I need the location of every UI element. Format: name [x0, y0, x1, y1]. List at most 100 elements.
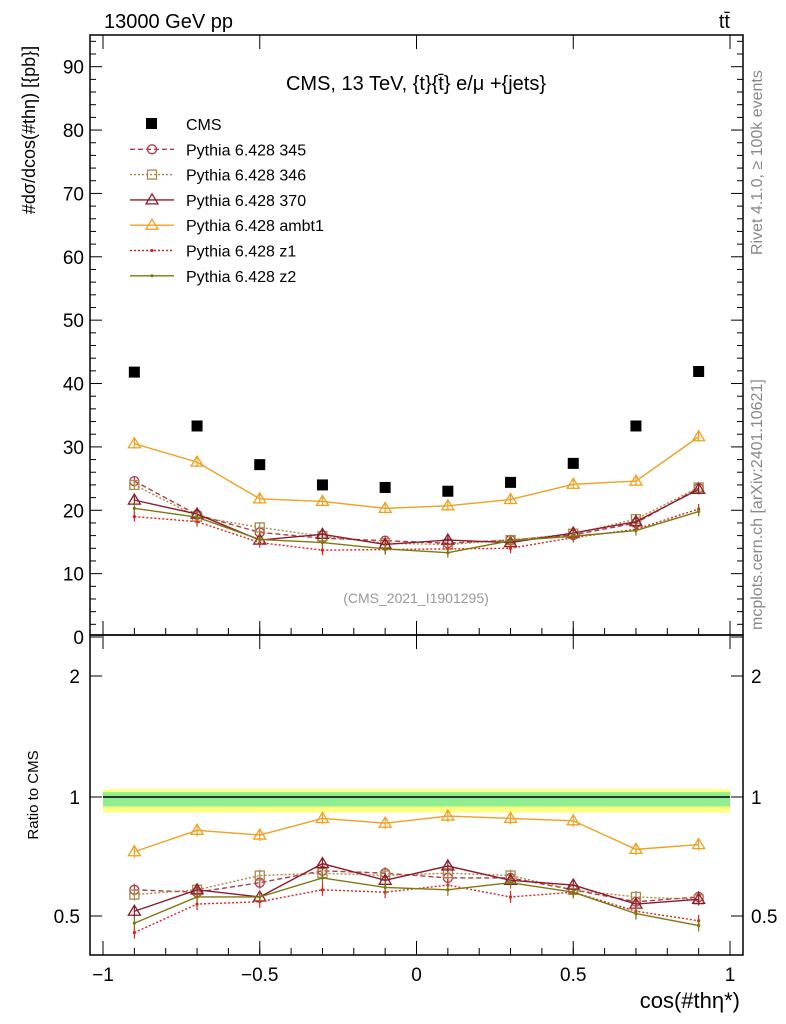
y-tick-label: 0 — [73, 628, 84, 649]
data-point — [191, 420, 203, 432]
ratio-line-2 — [134, 862, 699, 912]
legend-label-4: Pythia 6.428 z1 — [186, 244, 296, 261]
ratio-point — [628, 842, 644, 855]
ratio-line-0 — [134, 870, 699, 903]
y-axis-label: #dσ/dcos(#thη) [{pb}] — [19, 46, 39, 214]
ratio-tick-label-right: 2 — [751, 667, 762, 688]
ratio-line-1 — [134, 872, 699, 901]
series-point — [195, 515, 199, 519]
x-tick-label: 0 — [411, 965, 422, 986]
ratio-point — [127, 903, 142, 916]
ratio-point — [252, 827, 267, 840]
main-panel: 0 10 20 30 40 50 60 70 80 90 0.5 0.5 1 1 2 2 −1 −0.5 0 0.5 1… — [54, 34, 777, 986]
series-line-1 — [134, 484, 699, 546]
legend-label-cms: CMS — [186, 117, 222, 134]
y-tick-label: 20 — [63, 501, 84, 522]
y-tick-label: 80 — [63, 121, 84, 142]
x-tick-label: −1 — [92, 965, 114, 986]
ratio-y-label: Ratio to CMS — [25, 750, 42, 839]
series-line-2 — [134, 488, 699, 546]
ratio-frame — [89, 634, 744, 956]
y-tick-label: 50 — [63, 311, 84, 332]
series-point — [691, 482, 706, 495]
series-point — [129, 479, 140, 491]
ratio-point — [383, 885, 387, 890]
ratio-band — [103, 789, 730, 813]
data-point — [316, 479, 328, 491]
series-point — [566, 477, 581, 489]
side-label-top: Rivet 4.1.0, ≥ 100k events — [749, 70, 766, 255]
legend-marker-cms — [146, 118, 157, 129]
ratio-tick-label: 0.5 — [54, 907, 80, 928]
y-tick-label: 60 — [63, 248, 84, 269]
series-point — [254, 522, 265, 533]
chart-title: CMS, 13 TeV, {t}{t̄} e/μ +{jets} — [286, 73, 546, 95]
header-left: 13000 GeV pp — [104, 11, 233, 33]
data-point — [505, 476, 517, 488]
ratio-point — [189, 823, 205, 835]
series-point — [508, 539, 513, 543]
ratio-point — [315, 811, 330, 824]
legend-marker-5 — [150, 274, 154, 278]
ratio-tick-label-right: 1 — [751, 788, 762, 809]
legend: CMS Pythia 6.428 345 Pythia 6.428 346 Pythi… — [130, 117, 324, 286]
legend-marker-0 — [146, 144, 158, 155]
ratio-line-3 — [134, 815, 699, 853]
series-line-4 — [134, 508, 699, 551]
data-point — [442, 485, 454, 497]
legend-marker-2 — [144, 192, 160, 205]
series-layer — [127, 365, 706, 558]
series-point — [378, 501, 393, 514]
side-label-bottom: mcplots.cern.ch [arXiv:2401.10621] — [749, 379, 766, 630]
ratio-band-inner — [103, 792, 730, 807]
legend-marker-1 — [146, 169, 158, 180]
series-point — [189, 454, 205, 467]
ratio-point — [691, 892, 706, 904]
ratio-tick-label: 1 — [69, 788, 80, 809]
ratio-point — [697, 923, 701, 928]
legend-label-1: Pythia 6.428 346 — [186, 168, 306, 185]
series-point — [127, 436, 142, 449]
ratio-point — [195, 902, 199, 906]
data-point — [379, 481, 391, 493]
series-point — [440, 498, 455, 511]
ratio-point — [320, 888, 325, 892]
legend-marker-4 — [150, 248, 154, 253]
series-point — [503, 492, 518, 505]
ratio-point — [508, 895, 513, 899]
series-point — [320, 540, 325, 545]
series-point — [320, 548, 325, 552]
series-point — [132, 506, 136, 510]
ratio-point — [378, 815, 393, 828]
data-point — [128, 366, 140, 378]
ratio-point — [571, 890, 575, 894]
x-tick-label: −0.5 — [241, 965, 279, 986]
ratio-point — [254, 870, 265, 881]
series-point — [697, 509, 701, 514]
series-point — [628, 473, 644, 486]
ratio-point — [566, 813, 581, 826]
ratio-point — [440, 808, 455, 821]
series-point — [132, 515, 136, 519]
data-point — [567, 457, 579, 469]
ratio-point — [691, 837, 706, 850]
y-tick-label: 90 — [63, 58, 84, 79]
data-point — [630, 420, 642, 432]
series-point — [571, 534, 575, 538]
series-line-5 — [134, 507, 699, 554]
x-axis-label: cos(#thη*) — [640, 988, 740, 1013]
watermark: (CMS_2021_I1901295) — [343, 590, 489, 606]
series-point — [446, 551, 450, 555]
legend-label-3: Pythia 6.428 ambt1 — [186, 218, 324, 235]
data-point — [254, 459, 266, 471]
x-tick-label: 0.5 — [560, 965, 586, 986]
ratio-point — [195, 895, 199, 899]
series-point — [383, 547, 387, 551]
ratio-point — [129, 889, 140, 900]
series-line-0 — [134, 480, 699, 544]
series-point — [258, 537, 262, 542]
legend-marker-3 — [144, 217, 160, 230]
series-point — [315, 494, 330, 507]
ratio-tick-label-right: 0.5 — [751, 907, 777, 928]
